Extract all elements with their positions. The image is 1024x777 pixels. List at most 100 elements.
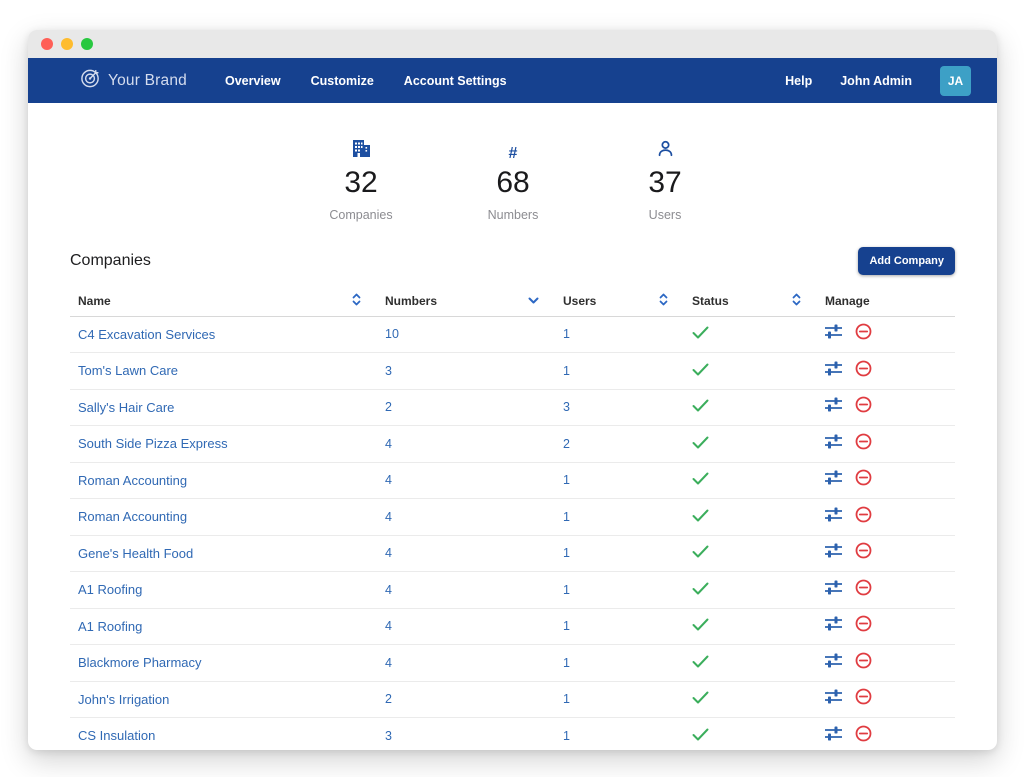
manage-settings-button[interactable] [825, 507, 842, 527]
check-icon [692, 509, 709, 525]
manage-settings-button[interactable] [825, 397, 842, 417]
nav-link-customize[interactable]: Customize [310, 73, 374, 88]
nav-link-account-settings[interactable]: Account Settings [403, 73, 507, 88]
stat-label: Numbers [487, 207, 539, 222]
remove-company-button[interactable] [855, 396, 872, 418]
company-name-link[interactable]: Gene's Health Food [78, 545, 194, 561]
numbers-value[interactable]: 2 [385, 692, 392, 707]
users-value[interactable]: 1 [563, 363, 570, 378]
users-value[interactable]: 1 [563, 327, 570, 342]
column-header-name[interactable]: Name [70, 293, 377, 309]
company-name-link[interactable]: South Side Pizza Express [78, 436, 228, 452]
numbers-value[interactable]: 10 [385, 327, 399, 342]
remove-company-button[interactable] [855, 469, 872, 491]
remove-company-button[interactable] [855, 688, 872, 710]
manage-settings-button[interactable] [825, 361, 842, 381]
manage-settings-button[interactable] [825, 689, 842, 709]
window-titlebar [28, 30, 997, 58]
numbers-value[interactable]: 4 [385, 546, 392, 561]
numbers-value[interactable]: 3 [385, 728, 392, 743]
window-zoom-button[interactable] [81, 38, 93, 50]
manage-settings-button[interactable] [825, 580, 842, 600]
remove-icon [855, 506, 872, 528]
column-label: Numbers [385, 294, 438, 308]
column-header-users[interactable]: Users [555, 293, 684, 309]
remove-company-button[interactable] [855, 615, 872, 637]
person-icon [615, 140, 715, 163]
status-cell [684, 655, 817, 671]
company-name-link[interactable]: Tom's Lawn Care [78, 363, 179, 379]
numbers-value[interactable]: 3 [385, 363, 392, 378]
users-value[interactable]: 1 [563, 728, 570, 743]
users-value[interactable]: 3 [563, 400, 570, 415]
stat-value: 37 [648, 166, 682, 199]
users-value[interactable]: 1 [563, 473, 570, 488]
remove-company-button[interactable] [855, 433, 872, 455]
add-company-button[interactable]: Add Company [858, 246, 955, 275]
numbers-value[interactable]: 4 [385, 582, 392, 597]
company-name-link[interactable]: A1 Roofing [78, 582, 143, 598]
numbers-value[interactable]: 4 [385, 655, 392, 670]
manage-settings-button[interactable] [825, 726, 842, 746]
numbers-value[interactable]: 4 [385, 509, 392, 524]
remove-company-button[interactable] [855, 323, 872, 345]
table-row: Blackmore Pharmacy 4 1 [70, 645, 955, 682]
column-header-status[interactable]: Status [684, 293, 817, 309]
users-value[interactable]: 1 [563, 546, 570, 561]
remove-company-button[interactable] [855, 542, 872, 564]
manage-settings-button[interactable] [825, 616, 842, 636]
remove-company-button[interactable] [855, 652, 872, 674]
window-minimize-button[interactable] [61, 38, 73, 50]
remove-company-button[interactable] [855, 579, 872, 601]
remove-company-button[interactable] [855, 360, 872, 382]
nav-link-overview[interactable]: Overview [225, 73, 281, 88]
status-cell [684, 399, 817, 415]
numbers-value[interactable]: 2 [385, 400, 392, 415]
check-icon [692, 691, 709, 707]
remove-icon [855, 396, 872, 418]
column-header-numbers[interactable]: Numbers [377, 294, 555, 308]
manage-settings-button[interactable] [825, 434, 842, 454]
manage-settings-button[interactable] [825, 543, 842, 563]
company-name-link[interactable]: A1 Roofing [78, 618, 143, 634]
avatar[interactable]: JA [940, 65, 971, 96]
sliders-icon [825, 361, 842, 381]
nav-link-help[interactable]: Help [785, 73, 813, 88]
users-value[interactable]: 2 [563, 436, 570, 451]
person-icon [656, 139, 675, 163]
users-value[interactable]: 1 [563, 655, 570, 670]
manage-settings-button[interactable] [825, 470, 842, 490]
company-name-link[interactable]: Roman Accounting [78, 472, 188, 488]
manage-cell [817, 688, 955, 710]
company-name-link[interactable]: Sally's Hair Care [78, 399, 175, 415]
brand-logo[interactable]: Your Brand [80, 68, 187, 94]
numbers-value[interactable]: 4 [385, 619, 392, 634]
company-name-link[interactable]: C4 Excavation Services [78, 326, 216, 342]
remove-company-button[interactable] [855, 506, 872, 528]
table-row: A1 Roofing 4 1 [70, 609, 955, 645]
main-content: 32 Companies # 68 Numbers 37 Users Compa… [28, 140, 997, 750]
manage-settings-button[interactable] [825, 324, 842, 344]
stat-users: 37 Users [615, 140, 715, 222]
remove-icon [855, 433, 872, 455]
users-value[interactable]: 1 [563, 582, 570, 597]
company-name-link[interactable]: Roman Accounting [78, 509, 188, 525]
user-menu[interactable]: John Admin [840, 73, 912, 88]
status-cell [684, 363, 817, 379]
numbers-value[interactable]: 4 [385, 473, 392, 488]
manage-settings-button[interactable] [825, 653, 842, 673]
users-value[interactable]: 1 [563, 619, 570, 634]
window-close-button[interactable] [41, 38, 53, 50]
numbers-value[interactable]: 4 [385, 436, 392, 451]
remove-icon [855, 360, 872, 382]
remove-company-button[interactable] [855, 725, 872, 747]
stat-label: Companies [329, 207, 393, 222]
company-name-link[interactable]: John's Irrigation [78, 691, 170, 707]
users-value[interactable]: 1 [563, 692, 570, 707]
nav-links: Overview Customize Account Settings [225, 74, 507, 88]
users-value[interactable]: 1 [563, 509, 570, 524]
brand-name: Your Brand [108, 71, 187, 89]
company-name-link[interactable]: Blackmore Pharmacy [78, 655, 202, 671]
manage-cell [817, 323, 955, 345]
company-name-link[interactable]: CS Insulation [78, 728, 156, 744]
